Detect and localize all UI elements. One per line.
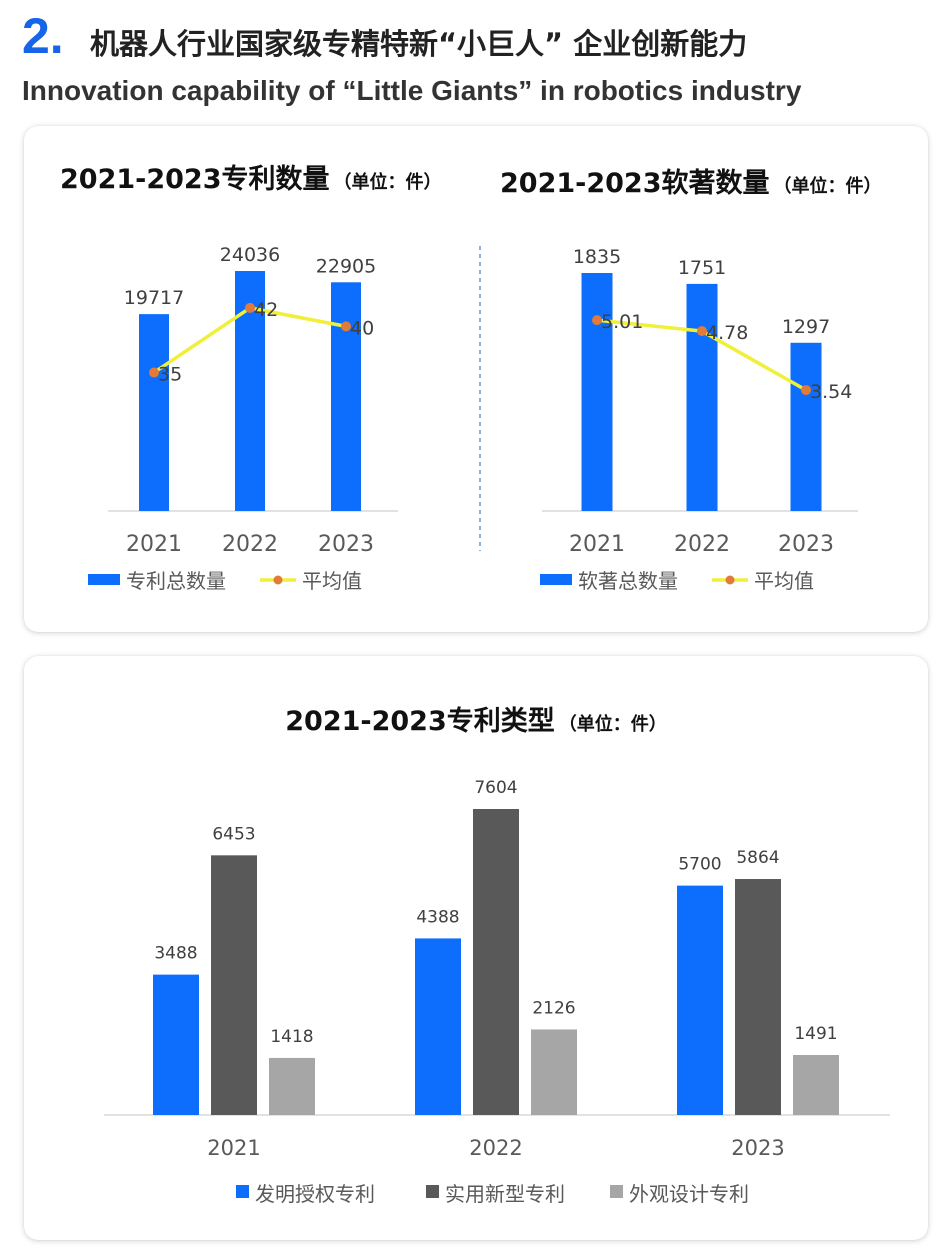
patent-type-bar-2021-2	[211, 855, 257, 1115]
page-header: 2. 机器人行业国家级专精特新“小巨人” 企业创新能力 Innovation c…	[22, 8, 932, 108]
patent-type-x-tick-2023: 2023	[731, 1136, 784, 1160]
patent-count-average-label-2021: 35	[158, 364, 182, 386]
patent-type-bar-label-2022-1: 4388	[416, 907, 459, 927]
bottom-chart-card: 2021-2023专利类型 （单位：件） 3488 6453 1418 2021 4388 7…	[24, 656, 928, 1240]
patent-type-bar-2023-3	[793, 1054, 839, 1115]
software-count-x-tick-2022: 2022	[674, 532, 730, 557]
patent-type-bar-2023-1	[677, 885, 723, 1115]
patent-type-x-tick-2021: 2021	[207, 1136, 260, 1160]
patent-count-chart-unit: （单位：件）	[334, 171, 442, 193]
patent-type-bar-label-2021-2: 6453	[212, 824, 255, 844]
patent-type-bar-2022-2	[473, 809, 519, 1115]
page-title-en: Innovation capability of “Little Giants”…	[22, 75, 802, 106]
software-count-bar-label-2021: 1835	[573, 246, 621, 268]
section-number: 2.	[22, 8, 64, 64]
patent-type-bar-2021-3	[269, 1057, 315, 1115]
patent-type-bar-2023-2	[735, 879, 781, 1115]
software-count-bar-2021	[581, 273, 613, 511]
patent-count-average-point-2021	[149, 367, 159, 378]
software-count-legend-marker-average	[725, 575, 735, 585]
software-count-legend-swatch-total	[540, 574, 572, 585]
patent-type-bar-2022-1	[415, 938, 461, 1115]
patent-count-x-tick-2022: 2022	[222, 532, 278, 557]
patent-count-bar-2021	[139, 314, 169, 511]
patent-type-legend-swatch-1	[236, 1185, 249, 1198]
software-count-x-tick-2021: 2021	[569, 532, 625, 557]
top-charts-card: 2021-2023专利数量 （单位：件） 19717 2021 24036 2022 229…	[24, 126, 928, 632]
patent-type-bar-label-2021-3: 1418	[270, 1027, 313, 1047]
software-count-average-label-2021: 5.01	[601, 311, 643, 333]
software-count-average-point-2023	[801, 385, 811, 396]
software-count-average-point-2021	[592, 315, 602, 326]
patent-type-bar-label-2023-1: 5700	[678, 855, 721, 875]
software-count-legend-label-total: 软著总数量	[578, 569, 678, 593]
patent-type-bar-2021-1	[153, 974, 199, 1115]
top-charts-svg: 2021-2023专利数量 （单位：件） 19717 2021 24036 2022 229…	[60, 164, 882, 593]
patent-type-bar-label-2023-2: 5864	[736, 848, 779, 868]
patent-count-legend-label-average: 平均值	[302, 569, 362, 593]
patent-count-bar-2023	[331, 282, 361, 511]
software-count-average-label-2022: 4.78	[706, 322, 748, 344]
patent-type-bar-label-2023-3: 1491	[794, 1024, 837, 1044]
software-count-average-point-2022	[697, 326, 707, 337]
patent-type-legend-label-3: 外观设计专利	[629, 1182, 749, 1206]
patent-type-legend-label-1: 发明授权专利	[255, 1182, 375, 1206]
software-count-bar-label-2022: 1751	[678, 257, 726, 279]
patent-count-x-tick-2021: 2021	[126, 532, 182, 557]
software-count-bar-label-2023: 1297	[782, 316, 830, 338]
patent-type-legend-label-2: 实用新型专利	[445, 1182, 565, 1206]
patent-type-chart-title: 2021-2023专利类型 （单位：件）	[285, 706, 667, 737]
software-count-bar-2023	[790, 342, 822, 511]
patent-count-average-label-2023: 40	[350, 317, 374, 339]
software-count-bar-2022	[686, 283, 718, 511]
patent-type-legend-swatch-3	[610, 1185, 623, 1198]
patent-type-x-tick-2022: 2022	[469, 1136, 522, 1160]
patent-count-average-label-2022: 42	[254, 299, 278, 321]
software-count-average-label-2023: 3.54	[810, 381, 852, 403]
patent-count-bar-label-2021: 19717	[124, 287, 184, 309]
software-count-chart-title: 2021-2023软著数量 （单位：件）	[500, 168, 882, 199]
patent-count-average-point-2022	[245, 302, 255, 313]
patent-type-bar-label-2022-3: 2126	[532, 998, 575, 1018]
patent-type-bar-2022-3	[531, 1029, 577, 1115]
patent-count-bar-label-2022: 24036	[220, 244, 280, 266]
patent-count-legend-label-total: 专利总数量	[126, 569, 226, 593]
patent-count-bar-label-2023: 22905	[316, 255, 376, 277]
patent-type-chart-unit: （单位：件）	[559, 713, 667, 735]
page-title-cn: 机器人行业国家级专精特新“小巨人” 企业创新能力	[90, 27, 748, 61]
patent-count-legend-swatch-total	[88, 574, 120, 585]
patent-count-legend-marker-average	[273, 575, 283, 585]
patent-count-chart-title: 2021-2023专利数量 （单位：件）	[60, 164, 442, 195]
patent-type-chart-svg: 2021-2023专利类型 （单位：件） 3488 6453 1418 2021 4388 7…	[104, 706, 890, 1206]
patent-type-bar-label-2021-1: 3488	[154, 944, 197, 964]
software-count-chart-unit: （单位：件）	[774, 175, 882, 197]
patent-type-legend-swatch-2	[426, 1185, 439, 1198]
software-count-x-tick-2023: 2023	[778, 532, 834, 557]
patent-type-bar-label-2022-2: 7604	[474, 778, 517, 798]
software-count-legend-label-average: 平均值	[754, 569, 814, 593]
patent-count-x-tick-2023: 2023	[318, 532, 374, 557]
patent-count-average-point-2023	[341, 321, 351, 332]
